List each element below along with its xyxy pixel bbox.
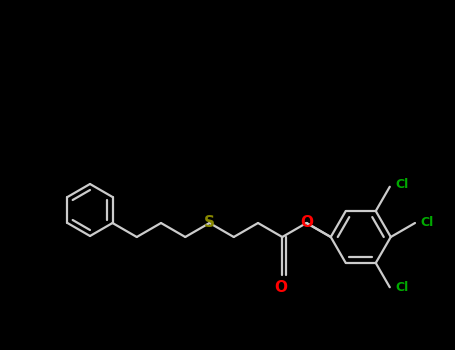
Text: Cl: Cl	[395, 178, 409, 191]
Text: O: O	[300, 216, 313, 231]
Text: Cl: Cl	[395, 281, 409, 294]
Text: Cl: Cl	[420, 217, 434, 230]
Text: S: S	[204, 216, 215, 231]
Text: O: O	[274, 280, 287, 294]
